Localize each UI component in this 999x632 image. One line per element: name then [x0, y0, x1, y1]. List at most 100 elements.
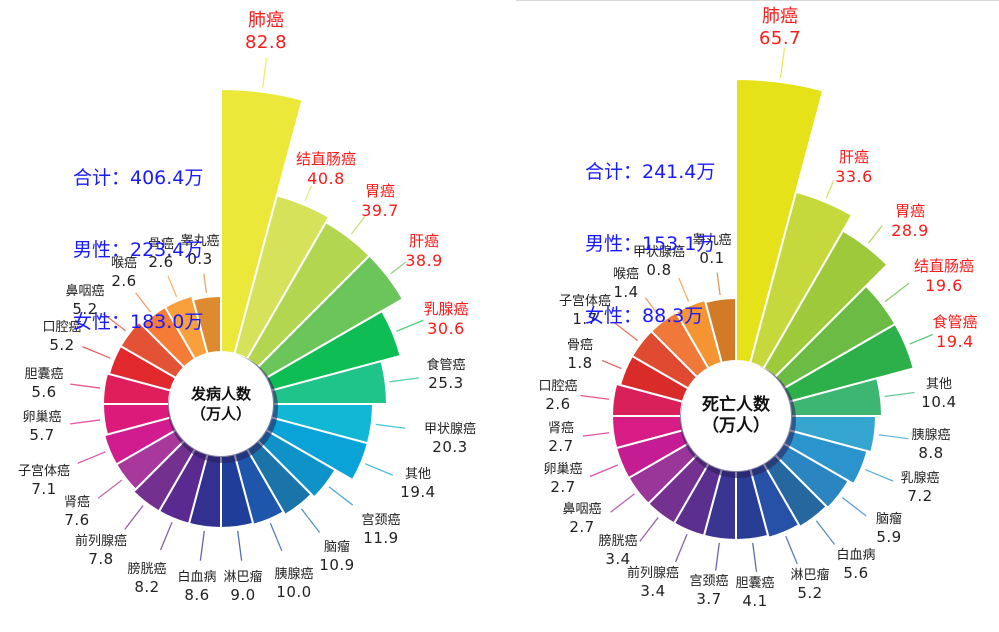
segment-value: 0.1: [699, 249, 725, 267]
segment-name: 宫颈癌: [689, 574, 729, 589]
segment-value: 10.4: [921, 393, 957, 411]
segment-label: 食管癌 25.3: [426, 358, 465, 392]
segment-label: 口腔癌 5.2: [42, 320, 81, 354]
top-border-line: [516, 0, 999, 1]
segment-name: 胆囊癌: [24, 367, 64, 382]
segment-value: 33.6: [835, 167, 873, 186]
incidence-male: 男性：223.4万: [73, 239, 204, 261]
segment-value: 20.3: [432, 438, 468, 456]
segment-label: 结直肠癌 19.6: [914, 257, 974, 295]
segment-name: 膀胱癌: [598, 534, 638, 549]
segment-name: 乳腺癌: [900, 471, 940, 486]
segment-label: 膀胱癌 8.2: [127, 562, 166, 596]
segment-value: 5.2: [72, 300, 98, 318]
leader-line: [752, 542, 758, 572]
segment-name: 口腔癌: [42, 320, 82, 335]
segment-name: 食管癌: [932, 313, 978, 331]
segment-value: 3.4: [605, 550, 631, 568]
segment-name: 胃癌: [364, 182, 395, 200]
leader-line: [269, 522, 283, 552]
segment-value: 38.9: [405, 251, 443, 270]
segment-label: 鼻咽癌 2.7: [562, 502, 601, 536]
segment-value: 25.3: [428, 374, 464, 392]
leader-line: [77, 451, 106, 464]
leader-line: [300, 508, 321, 533]
leader-line: [601, 359, 622, 370]
segment-value: 40.8: [307, 169, 345, 188]
leader-line: [785, 535, 798, 565]
segment-label: 骨癌 1.8: [567, 338, 593, 372]
center-title-line1: 发病人数: [190, 385, 252, 403]
segment-label: 宫颈癌 3.7: [689, 574, 728, 608]
segment-value: 28.9: [891, 221, 929, 240]
segment-name: 肾癌: [547, 421, 575, 436]
leader-line: [865, 468, 894, 482]
segment-name: 胰腺癌: [274, 567, 314, 582]
mortality-center-title: 死亡人数 （万人）: [702, 395, 770, 437]
segment-label: 肺癌 82.8: [245, 10, 287, 54]
segment-label: 胃癌 39.7: [361, 182, 399, 220]
segment-label: 卵巢癌 5.7: [22, 410, 61, 444]
segment-value: 5.7: [29, 426, 55, 444]
leader-line: [97, 479, 123, 499]
segment-name: 喉癌: [110, 256, 138, 271]
segment-value: 82.8: [244, 32, 288, 53]
segment-label: 口腔癌 2.6: [538, 379, 577, 413]
leader-line: [580, 394, 610, 400]
segment-label: 前列腺癌 3.4: [627, 566, 679, 600]
segment-value: 19.6: [925, 276, 963, 295]
segment-label: 肝癌 38.9: [405, 232, 443, 270]
segment-name: 睾丸癌: [180, 234, 220, 249]
segment-value: 1.7: [572, 310, 598, 328]
segment-name: 甲状腺癌: [632, 245, 686, 260]
segment-name: 结直肠癌: [913, 257, 975, 275]
segment-name: 脑瘤: [323, 540, 350, 555]
segment-label: 宫颈癌 11.9: [361, 513, 400, 547]
segment-label: 其他 10.4: [921, 377, 956, 411]
segment-label: 脑瘤 10.9: [319, 540, 354, 574]
segment-value: 4.1: [742, 592, 768, 610]
leader-line: [159, 522, 173, 551]
segment-name: 鼻咽癌: [562, 502, 602, 517]
segment-value: 7.1: [31, 480, 57, 498]
segment-name: 卵巢癌: [543, 462, 583, 477]
center-title-line2: （万人）: [702, 416, 770, 436]
segment-label: 卵巢癌 2.7: [543, 462, 582, 496]
center-title-line1: 死亡人数: [702, 395, 770, 415]
segment-name: 白血病: [836, 548, 876, 563]
segment-value: 2.6: [545, 395, 571, 413]
segment-value: 2.7: [550, 478, 576, 496]
segment-label: 白血病 5.6: [836, 548, 875, 582]
leader-line: [678, 277, 690, 302]
segment-value: 3.7: [696, 590, 722, 608]
incidence-summary: 合计：406.4万 男性：223.4万 女性：183.0万: [73, 118, 203, 358]
segment-name: 其他: [925, 377, 952, 392]
segment-name: 胃癌: [894, 202, 925, 220]
segment-label: 脑瘤 5.9: [876, 512, 902, 546]
segment-value: 1.8: [567, 354, 593, 372]
segment-name: 肺癌: [247, 10, 284, 31]
segment-label: 骨癌 2.6: [148, 237, 174, 271]
segment-name: 骨癌: [147, 237, 175, 252]
segment-value: 10.9: [319, 556, 355, 574]
segment-name: 子宫体癌: [558, 294, 612, 309]
segment-label: 喉癌 1.4: [613, 267, 639, 301]
segment-label: 胃癌 28.9: [891, 202, 929, 240]
segment-label: 乳腺癌 30.6: [423, 300, 468, 338]
segment-value: 65.7: [758, 28, 802, 49]
leader-line: [582, 432, 610, 437]
segment-name: 食管癌: [426, 358, 466, 373]
leader-line: [261, 57, 268, 88]
segment-name: 膀胱癌: [127, 562, 167, 577]
segment-label: 胆囊癌 4.1: [735, 576, 774, 610]
segment-name: 肝癌: [408, 232, 439, 250]
leader-line: [825, 180, 834, 199]
segment-name: 卵巢癌: [22, 410, 62, 425]
leader-line: [304, 185, 313, 201]
segment-name: 睾丸癌: [692, 233, 732, 248]
segment-value: 19.4: [936, 332, 974, 351]
segment-value: 1.4: [613, 283, 639, 301]
segment-label: 其他 19.4: [400, 467, 435, 501]
incidence-center-title: 发病人数 （万人）: [191, 384, 251, 424]
